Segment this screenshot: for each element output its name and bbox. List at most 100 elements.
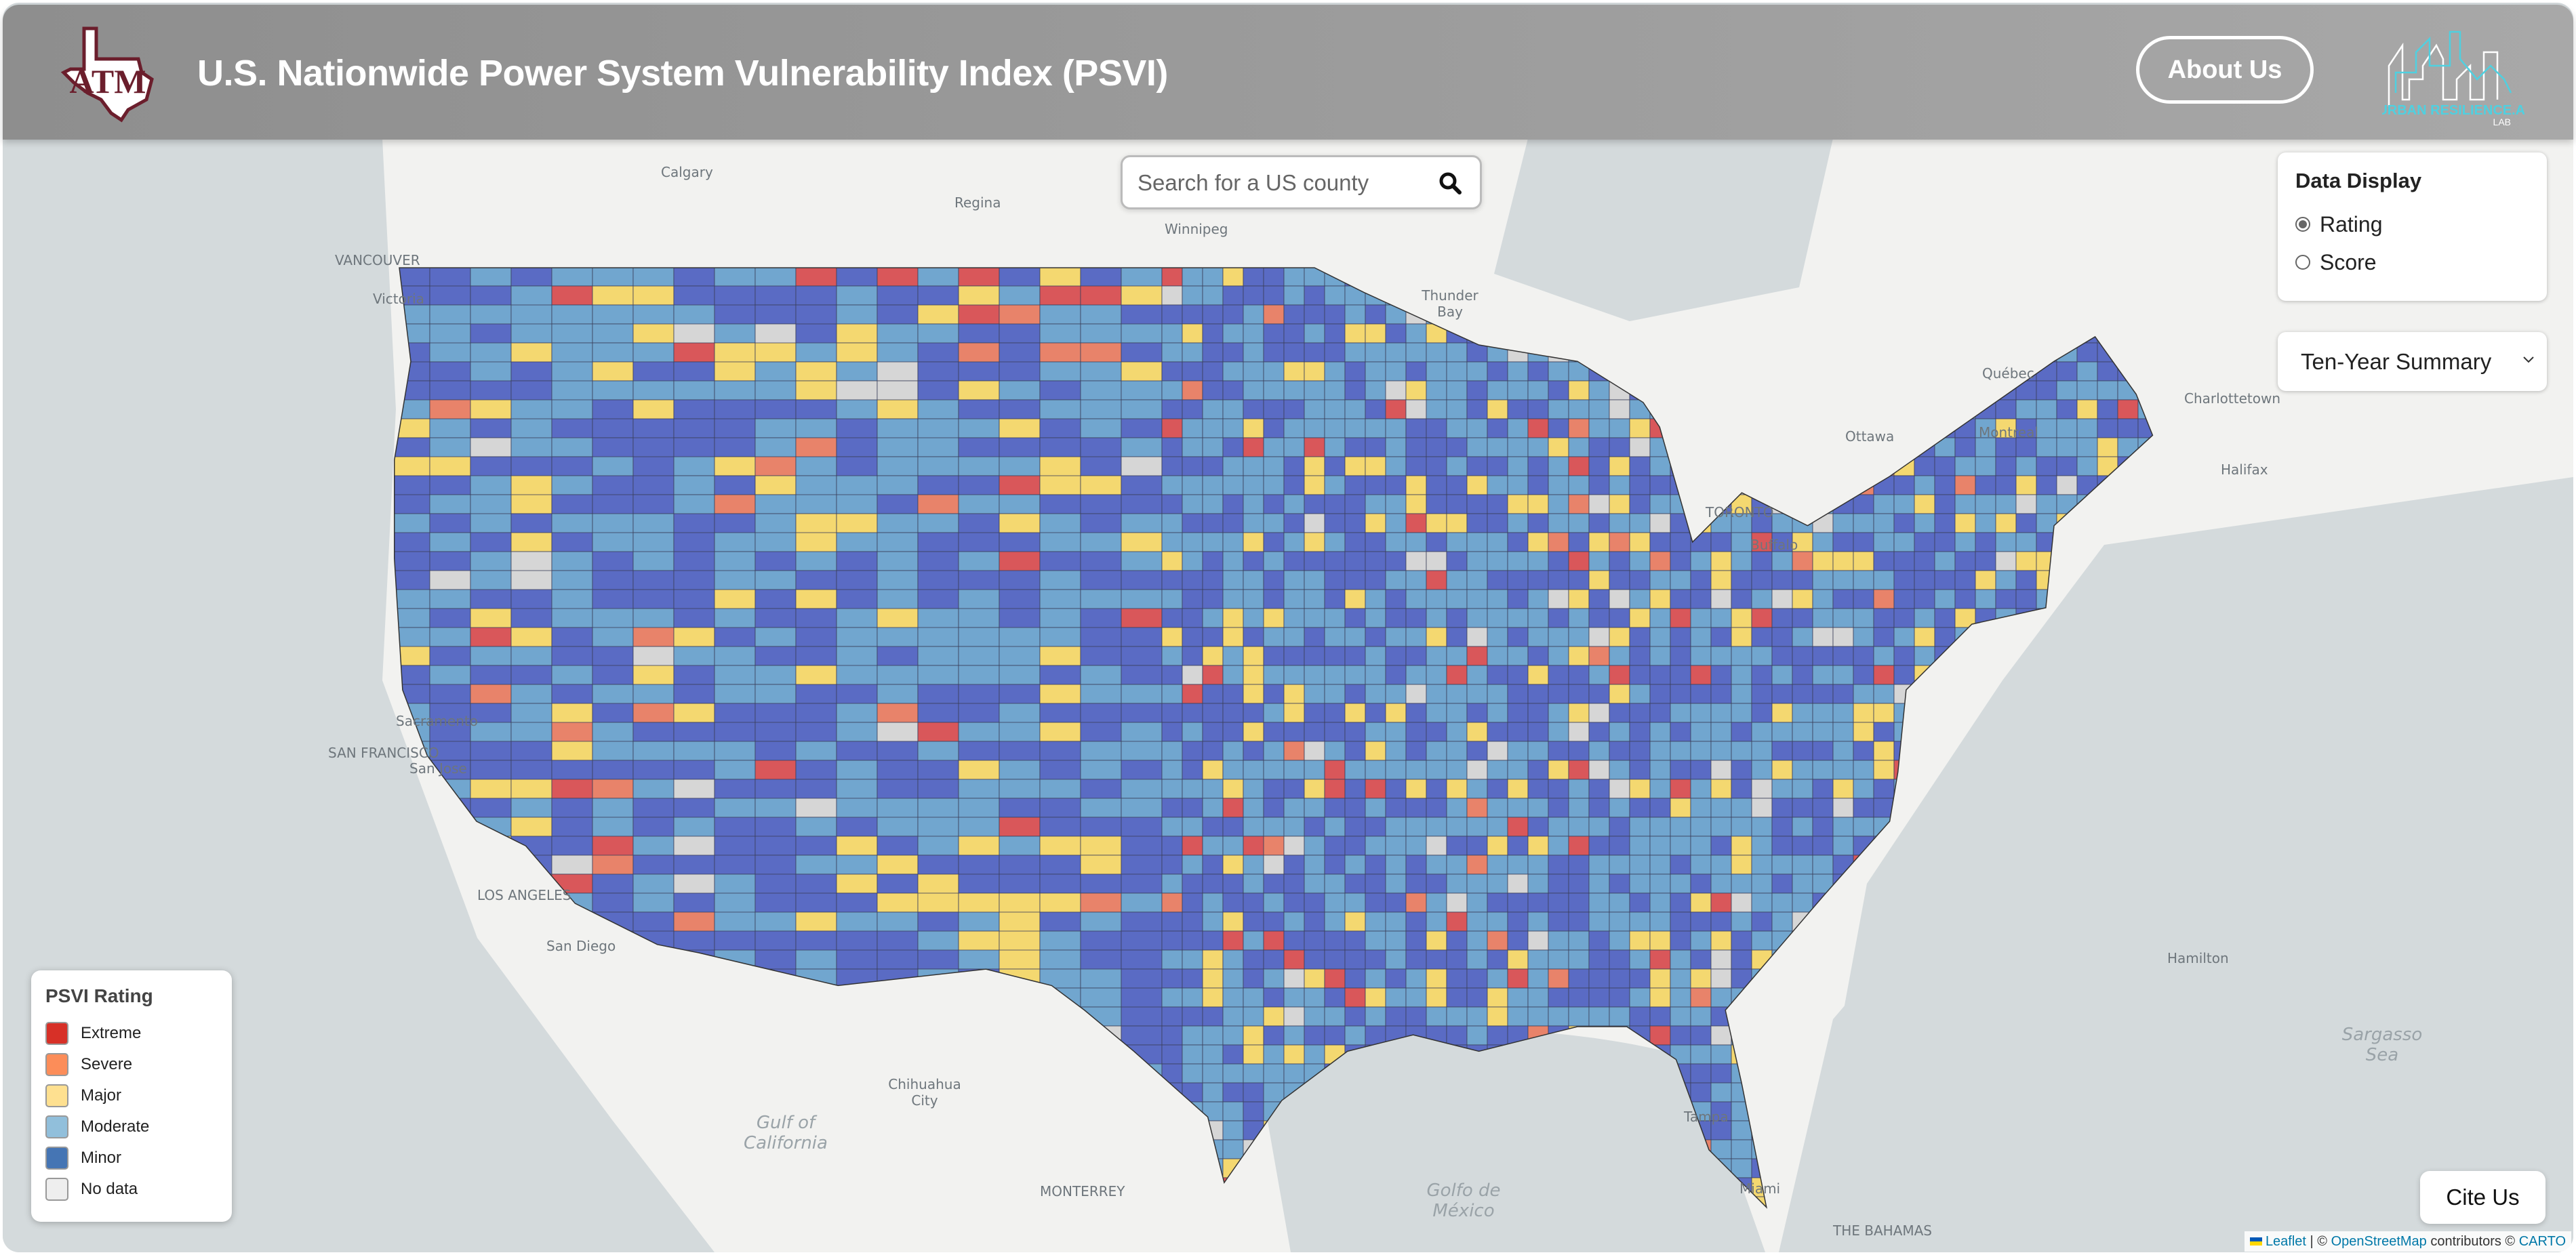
- county[interactable]: [1344, 703, 1366, 723]
- county[interactable]: [429, 475, 471, 495]
- county[interactable]: [1263, 1044, 1285, 1065]
- county[interactable]: [1548, 589, 1569, 609]
- radio-button-selected[interactable]: [2295, 217, 2310, 232]
- county[interactable]: [1466, 968, 1488, 989]
- county[interactable]: [1202, 646, 1224, 666]
- county[interactable]: [1670, 892, 1691, 913]
- county[interactable]: [1588, 532, 1610, 552]
- county[interactable]: [1954, 551, 1976, 571]
- county[interactable]: [1832, 570, 1854, 590]
- county[interactable]: [1182, 1063, 1203, 1084]
- county[interactable]: [2015, 551, 2037, 571]
- county[interactable]: [917, 532, 959, 552]
- county[interactable]: [1812, 646, 1834, 666]
- county[interactable]: [429, 285, 471, 306]
- county-search-input[interactable]: [1136, 167, 1424, 199]
- county[interactable]: [470, 475, 512, 495]
- county[interactable]: [2056, 475, 2078, 495]
- county[interactable]: [1527, 760, 1549, 780]
- county[interactable]: [1609, 437, 1630, 457]
- county[interactable]: [1344, 304, 1366, 325]
- county[interactable]: [1548, 627, 1569, 647]
- county[interactable]: [1405, 361, 1427, 382]
- county[interactable]: [1832, 779, 1854, 799]
- county[interactable]: [1263, 968, 1285, 989]
- county[interactable]: [714, 456, 756, 476]
- county[interactable]: [877, 949, 919, 970]
- county[interactable]: [754, 399, 797, 419]
- county[interactable]: [1568, 892, 1590, 913]
- county[interactable]: [836, 722, 878, 742]
- county[interactable]: [429, 741, 471, 761]
- county[interactable]: [1283, 304, 1305, 325]
- county[interactable]: [1202, 798, 1224, 818]
- county[interactable]: [1588, 399, 1610, 419]
- county[interactable]: [1649, 855, 1671, 875]
- county[interactable]: [1812, 836, 1834, 856]
- county[interactable]: [1832, 551, 1854, 571]
- county[interactable]: [1365, 456, 1386, 476]
- county[interactable]: [1690, 968, 1712, 989]
- county[interactable]: [1731, 646, 1752, 666]
- county[interactable]: [1385, 911, 1407, 932]
- county[interactable]: [1263, 1006, 1285, 1027]
- county[interactable]: [1975, 570, 1996, 590]
- county[interactable]: [1222, 665, 1244, 685]
- county[interactable]: [1243, 399, 1264, 419]
- county[interactable]: [1588, 911, 1610, 932]
- county[interactable]: [1182, 741, 1203, 761]
- county[interactable]: [632, 760, 675, 780]
- county[interactable]: [1161, 399, 1183, 419]
- county[interactable]: [1182, 494, 1203, 514]
- county[interactable]: [1324, 684, 1346, 704]
- county[interactable]: [592, 665, 634, 685]
- county[interactable]: [1853, 570, 1874, 590]
- county[interactable]: [1344, 855, 1366, 875]
- county[interactable]: [1710, 703, 1732, 723]
- county[interactable]: [1466, 513, 1488, 533]
- county[interactable]: [1527, 722, 1549, 742]
- county[interactable]: [836, 323, 878, 344]
- county[interactable]: [1324, 949, 1346, 970]
- county[interactable]: [1873, 760, 1895, 780]
- county[interactable]: [673, 703, 715, 723]
- county[interactable]: [1222, 684, 1244, 704]
- county[interactable]: [1649, 798, 1671, 818]
- county[interactable]: [1649, 760, 1671, 780]
- county[interactable]: [1568, 949, 1590, 970]
- county[interactable]: [1670, 911, 1691, 932]
- county[interactable]: [877, 684, 919, 704]
- county[interactable]: [2076, 399, 2098, 419]
- county[interactable]: [1222, 551, 1244, 571]
- county[interactable]: [1995, 513, 2017, 533]
- county[interactable]: [2015, 589, 2037, 609]
- county[interactable]: [1690, 1044, 1712, 1065]
- county[interactable]: [1629, 760, 1651, 780]
- county[interactable]: [1609, 798, 1630, 818]
- county[interactable]: [1283, 665, 1305, 685]
- county[interactable]: [1222, 475, 1244, 495]
- county[interactable]: [1649, 456, 1671, 476]
- county[interactable]: [632, 475, 675, 495]
- county[interactable]: [1304, 1044, 1325, 1065]
- county[interactable]: [1161, 380, 1183, 400]
- county[interactable]: [1202, 1044, 1224, 1065]
- county[interactable]: [592, 342, 634, 363]
- county[interactable]: [1263, 779, 1285, 799]
- county[interactable]: [836, 608, 878, 628]
- county[interactable]: [999, 779, 1041, 799]
- county[interactable]: [2056, 456, 2078, 476]
- county[interactable]: [1954, 456, 1976, 476]
- county[interactable]: [1771, 798, 1793, 818]
- county[interactable]: [1202, 1063, 1224, 1084]
- county[interactable]: [1873, 589, 1895, 609]
- county[interactable]: [836, 949, 878, 970]
- county[interactable]: [1954, 513, 1976, 533]
- county[interactable]: [1182, 855, 1203, 875]
- county[interactable]: [1710, 892, 1732, 913]
- county[interactable]: [1263, 741, 1285, 761]
- county[interactable]: [1832, 817, 1854, 837]
- county[interactable]: [1812, 855, 1834, 875]
- county[interactable]: [1182, 1006, 1203, 1027]
- county[interactable]: [2076, 380, 2098, 400]
